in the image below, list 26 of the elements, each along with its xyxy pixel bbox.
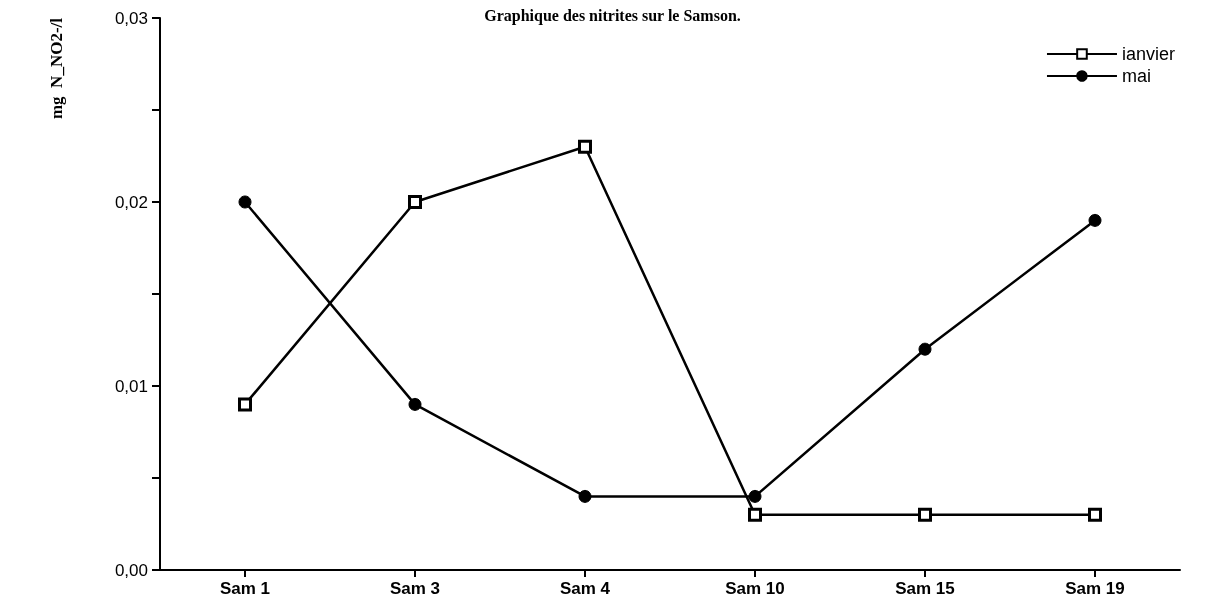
- y-axis-title: mg N_NO2-/l: [47, 17, 66, 120]
- point: [578, 139, 592, 154]
- point: [238, 195, 252, 209]
- y-tick-label: 0,00: [114, 560, 148, 580]
- y-tick-label: 0,01: [114, 376, 148, 396]
- y-tick-label: 0,03: [114, 8, 148, 28]
- x-tick-label: Sam 1: [219, 579, 271, 598]
- x-tick-label: Sam 10: [725, 579, 785, 598]
- point: [918, 507, 932, 522]
- y-tick-label: 0,02: [114, 192, 148, 212]
- x-tick-label: Sam 3: [389, 579, 441, 598]
- legend-label: mai: [1121, 66, 1151, 86]
- chart-title: Graphique des nitrites sur le Samson.: [484, 6, 741, 25]
- point: [578, 489, 592, 503]
- x-tick-label: Sam 19: [1065, 579, 1125, 598]
- point: [1088, 213, 1102, 227]
- point: [748, 507, 762, 522]
- x-tick-label: Sam 4: [559, 579, 611, 598]
- point: [238, 397, 252, 412]
- point: [918, 342, 932, 356]
- point: [1088, 507, 1102, 522]
- point: [408, 195, 422, 209]
- x-tick-label: Sam 15: [895, 579, 955, 598]
- point: [408, 397, 422, 411]
- legend-label: ianvier: [1121, 44, 1176, 64]
- point: [748, 489, 762, 503]
